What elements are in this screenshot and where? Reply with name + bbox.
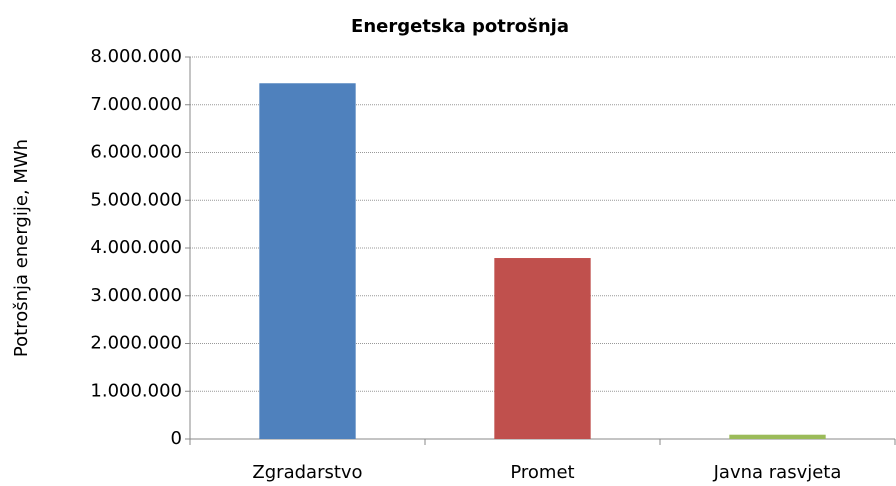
y-axis-title: Potrošnja energije, MWh: [11, 139, 32, 357]
x-tick-label: Javna rasvjeta: [713, 462, 842, 483]
y-tick-label: 4.000.000: [90, 237, 182, 258]
y-tick-label: 2.000.000: [90, 333, 182, 354]
bar: [494, 258, 591, 439]
y-tick-label: 3.000.000: [90, 285, 182, 306]
chart-title: Energetska potrošnja: [351, 16, 569, 37]
bar: [259, 83, 356, 439]
y-tick-label: 0: [171, 428, 182, 449]
bar: [729, 434, 826, 439]
y-tick-label: 1.000.000: [90, 380, 182, 401]
x-tick-label: Promet: [510, 462, 574, 483]
x-tick-label: Zgradarstvo: [252, 462, 362, 483]
y-tick-label: 5.000.000: [90, 189, 182, 210]
y-tick-label: 6.000.000: [90, 142, 182, 163]
y-tick-label: 8.000.000: [90, 46, 182, 67]
y-tick-label: 7.000.000: [90, 94, 182, 115]
